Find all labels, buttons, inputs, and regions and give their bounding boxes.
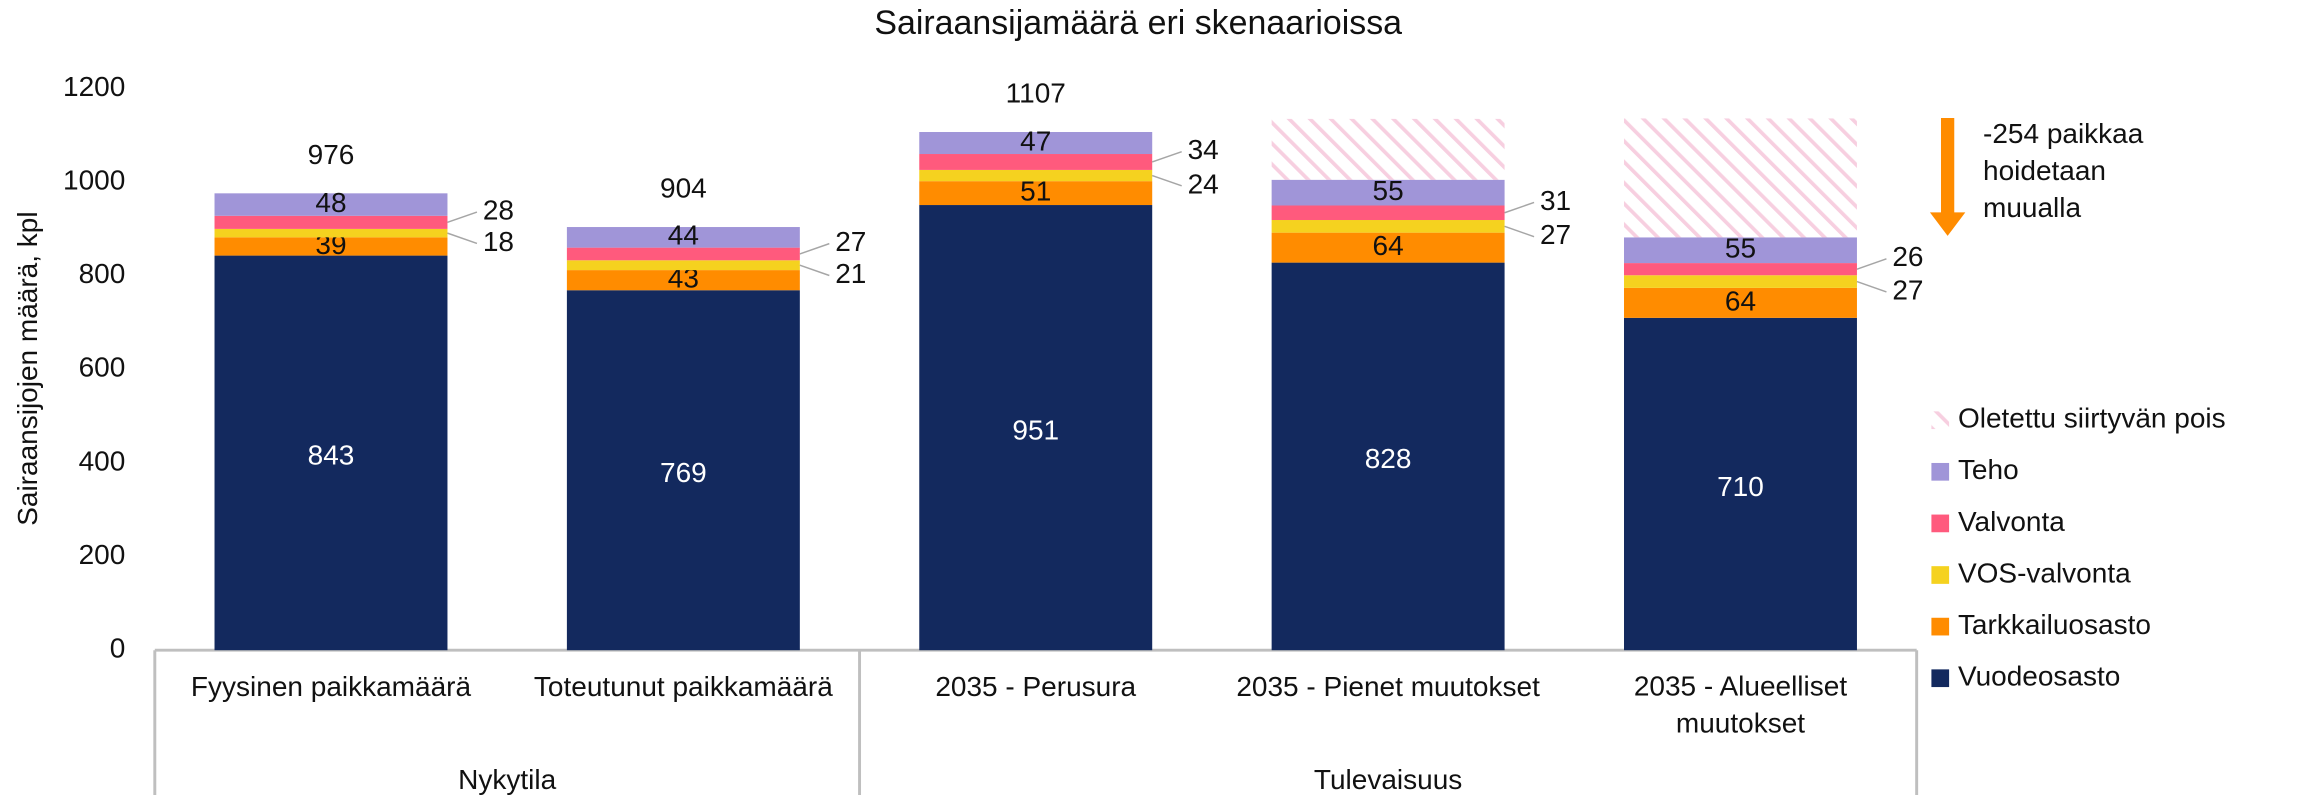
data-label: 64 — [1725, 285, 1756, 316]
group-label: Nykytila — [458, 764, 556, 795]
legend-label: Tarkkailuosasto — [1958, 609, 2151, 640]
bar-segment — [1271, 232, 1505, 263]
data-label: 27 — [1892, 274, 1923, 305]
legend-marker — [1931, 411, 1950, 430]
bar-segment — [214, 255, 448, 651]
data-label: 18 — [483, 226, 514, 257]
bar-segment — [1624, 237, 1857, 264]
legend-marker — [1931, 669, 1950, 688]
x-tick-label: Fyysinen paikkamäärä — [191, 671, 472, 702]
bar-segment — [1624, 118, 1857, 238]
legend-label: Teho — [1958, 454, 2019, 485]
bar-segment — [919, 181, 1153, 206]
legend-marker — [1931, 566, 1950, 584]
data-label: 48 — [315, 187, 346, 218]
legend-label: VOS-valvonta — [1958, 557, 2131, 588]
bar-segment — [566, 290, 800, 651]
x-tick-label: Toteutunut paikkamäärä — [534, 671, 833, 702]
bar-segment — [214, 228, 448, 238]
group-label: Tulevaisuus — [1314, 764, 1462, 795]
leader-line — [1504, 225, 1535, 238]
annotation-text: -254 paikkaa — [1983, 118, 2144, 149]
leader-line — [447, 232, 478, 245]
leader-line — [447, 211, 478, 224]
data-label: 55 — [1725, 233, 1756, 264]
legend-marker — [1931, 462, 1950, 481]
y-tick-label: 800 — [79, 258, 126, 289]
bar-segment — [1624, 287, 1857, 318]
data-label: 31 — [1540, 185, 1571, 216]
data-label: 55 — [1373, 175, 1404, 206]
bar-segment — [1271, 179, 1505, 206]
y-tick-label: 400 — [79, 445, 126, 476]
legend-marker — [1931, 514, 1950, 533]
bar-segment — [566, 260, 800, 271]
bar-segment — [919, 132, 1153, 155]
total-label: 1107 — [1006, 78, 1066, 109]
bar-segment — [1271, 220, 1505, 233]
leader-line — [1856, 258, 1887, 270]
data-label: 769 — [660, 457, 707, 488]
data-label: 27 — [835, 226, 866, 257]
annotation-text: muualla — [1983, 192, 2081, 223]
y-axis-label: Sairaansijojen määrä, kpl — [12, 211, 43, 525]
bar-segment — [919, 154, 1153, 170]
bar-segment — [214, 193, 448, 216]
data-label: 710 — [1717, 471, 1764, 502]
y-tick-label: 200 — [79, 539, 126, 570]
bar-segment — [566, 247, 800, 261]
legend-label: Vuodeosasto — [1958, 661, 2120, 692]
data-label: 843 — [308, 440, 355, 471]
leader-line — [1504, 201, 1535, 214]
data-label: 28 — [483, 194, 514, 225]
data-label: 21 — [835, 258, 866, 289]
data-label: 44 — [668, 220, 699, 251]
x-tick-label: 2035 - Perusura — [935, 671, 1136, 702]
data-label: 828 — [1365, 443, 1412, 474]
bar-segment — [919, 169, 1153, 182]
legend-label: Oletettu siirtyvän pois — [1958, 403, 2226, 434]
data-label: 24 — [1188, 168, 1219, 199]
total-label: 976 — [308, 139, 355, 170]
bar-segment — [214, 237, 448, 256]
bar-segment — [1624, 317, 1857, 651]
bar-segment — [214, 215, 448, 229]
y-tick-label: 600 — [79, 352, 126, 383]
bar-segment — [566, 227, 800, 248]
bar-segment — [1271, 118, 1505, 180]
data-label: 27 — [1540, 219, 1571, 250]
leader-line — [799, 242, 830, 255]
legend-label: Valvonta — [1958, 506, 2065, 537]
x-tick-label: 2035 - Alueelliset muutokset — [1634, 671, 1847, 739]
total-label: 904 — [660, 173, 707, 204]
data-label: 951 — [1012, 414, 1059, 445]
y-tick-label: 0 — [110, 633, 126, 664]
data-label: 64 — [1373, 230, 1404, 261]
x-tick-label: 2035 - Pienet muutokset — [1236, 671, 1540, 702]
leader-line — [799, 264, 830, 277]
y-tick-label: 1200 — [63, 71, 125, 102]
leader-line — [1151, 174, 1182, 187]
bar-segment — [566, 270, 800, 291]
bar-segment — [1624, 263, 1857, 276]
data-label: 47 — [1020, 125, 1051, 156]
leader-line — [1856, 280, 1887, 293]
annotation-arrowhead — [1929, 212, 1966, 236]
annotation-text: hoidetaan — [1983, 155, 2106, 186]
y-tick-label: 1000 — [63, 165, 125, 196]
bar-segment — [1624, 275, 1857, 288]
bar-segment — [1271, 262, 1505, 651]
chart-title: Sairaansijamäärä eri skenaarioissa — [874, 4, 1402, 42]
data-label: 34 — [1188, 134, 1219, 165]
bar-segment — [919, 205, 1153, 651]
leader-line — [1151, 150, 1182, 163]
legend-marker — [1931, 617, 1950, 636]
bar-segment — [1271, 205, 1505, 221]
data-label: 26 — [1892, 241, 1923, 272]
